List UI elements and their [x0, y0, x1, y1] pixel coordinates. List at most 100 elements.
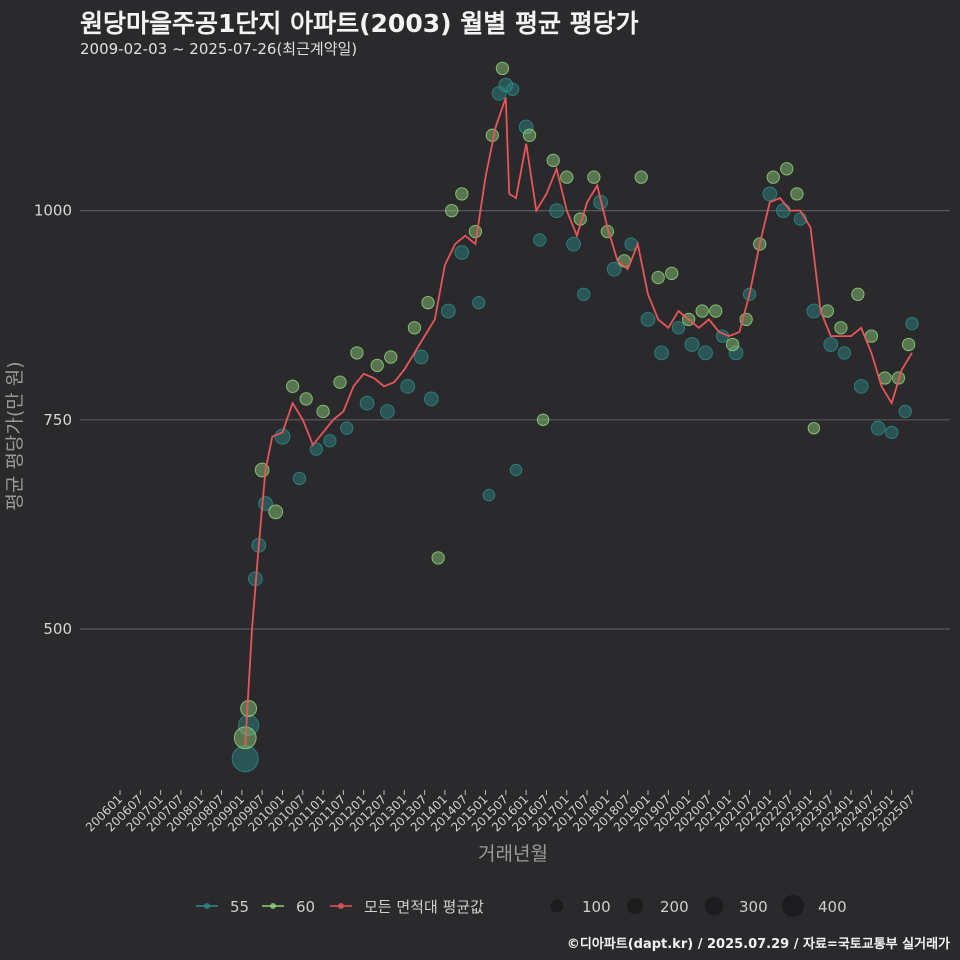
- data-point-55: [505, 82, 520, 96]
- legend-size-circle: [627, 898, 643, 914]
- legend-size-circle: [550, 899, 564, 913]
- data-point-60: [299, 392, 313, 406]
- data-credit: ©디아파트(dapt.kr) / 2025.07.29 / 자료=국토교통부 실…: [566, 937, 950, 952]
- data-point-55: [509, 463, 523, 477]
- data-point-60: [651, 270, 665, 285]
- data-point-55: [309, 442, 323, 456]
- legend-label: 60: [296, 898, 315, 916]
- legend: 55 60 모든 면적대 평균값 100 200 300 400: [196, 895, 847, 917]
- scatter-points: [231, 61, 919, 773]
- data-point-55: [518, 119, 534, 135]
- data-point-60: [431, 551, 445, 565]
- data-point-55: [549, 203, 564, 218]
- y-tick-label: 1000: [34, 202, 72, 220]
- data-point-55: [577, 287, 591, 301]
- data-point-60: [790, 187, 804, 201]
- data-point-60: [240, 700, 258, 718]
- legend-size-circle: [782, 895, 804, 917]
- data-point-60: [350, 346, 364, 360]
- data-point-60: [901, 337, 916, 352]
- data-point-60: [455, 187, 469, 201]
- data-point-55: [440, 303, 456, 319]
- data-point-55: [323, 434, 337, 448]
- data-point-55: [340, 421, 354, 435]
- data-point-60: [495, 61, 510, 76]
- data-point-55: [359, 395, 375, 411]
- data-point-55: [454, 245, 470, 260]
- chart-subtitle: 2009-02-03 ~ 2025-07-26(최근계약일): [80, 40, 358, 58]
- data-point-60: [725, 337, 740, 352]
- legend-dot: [270, 903, 276, 909]
- chart-title: 원당마을주공1단지 아파트(2003) 월별 평균 평당가: [80, 9, 639, 38]
- legend-size-label: 400: [818, 898, 847, 916]
- data-point-55: [776, 203, 791, 218]
- data-point-55: [472, 296, 486, 310]
- data-point-55: [728, 345, 744, 361]
- data-point-55: [640, 312, 656, 327]
- legend-dot: [338, 903, 344, 909]
- data-point-55: [905, 316, 919, 331]
- data-point-55: [684, 337, 700, 352]
- data-point-55: [231, 745, 259, 773]
- data-point-55: [606, 261, 622, 277]
- data-point-60: [536, 413, 550, 427]
- data-point-60: [546, 153, 560, 168]
- data-point-55: [837, 346, 851, 360]
- data-point-55: [566, 236, 581, 252]
- legend-size-label: 100: [582, 898, 611, 916]
- data-point-55: [482, 488, 496, 502]
- data-point-60: [384, 350, 398, 364]
- data-point-55: [885, 425, 899, 440]
- data-point-60: [316, 404, 330, 419]
- data-point-60: [445, 203, 459, 218]
- data-point-55: [823, 337, 839, 352]
- x-axis-title: 거래년월: [478, 843, 548, 865]
- legend-dot: [204, 903, 210, 909]
- data-point-60: [834, 321, 848, 335]
- legend-label: 55: [230, 898, 249, 916]
- legend-label: 모든 면적대 평균값: [364, 898, 484, 916]
- data-point-60: [766, 170, 780, 184]
- y-axis-ticks: 500 750 1000: [34, 202, 72, 638]
- data-point-55: [762, 186, 778, 202]
- series-line-average: [244, 97, 913, 747]
- data-point-55: [806, 303, 822, 319]
- data-point-55: [654, 345, 669, 361]
- legend-size-label: 300: [739, 898, 768, 916]
- data-point-60: [268, 504, 284, 520]
- data-point-55: [292, 471, 307, 486]
- x-axis-ticks: 2006012006072007012007072008012008072009…: [83, 790, 917, 835]
- data-point-60: [807, 421, 821, 435]
- data-point-55: [274, 428, 291, 445]
- data-point-60: [665, 266, 679, 281]
- data-point-60: [407, 321, 422, 335]
- grid-lines: [80, 210, 950, 630]
- data-point-60: [851, 287, 865, 301]
- data-point-55: [413, 349, 429, 365]
- y-tick-label: 500: [43, 620, 72, 638]
- data-point-55: [671, 321, 686, 335]
- data-point-60: [370, 358, 384, 373]
- data-point-60: [560, 170, 574, 184]
- data-point-60: [285, 379, 300, 394]
- y-tick-label: 750: [43, 411, 72, 429]
- data-point-55: [533, 233, 547, 247]
- data-point-55: [400, 378, 416, 394]
- legend-size-circle: [704, 896, 724, 916]
- data-point-60: [333, 375, 347, 389]
- data-point-55: [898, 404, 912, 419]
- data-point-60: [780, 162, 794, 176]
- data-point-60: [695, 304, 709, 318]
- data-point-55: [380, 404, 395, 419]
- data-point-60: [421, 296, 435, 310]
- legend-size-label: 200: [660, 898, 689, 916]
- data-point-55: [853, 378, 869, 394]
- data-point-60: [468, 224, 483, 239]
- data-point-55: [498, 77, 514, 93]
- data-point-60: [709, 304, 723, 318]
- data-point-60: [522, 128, 537, 142]
- y-axis-title: 평균 평당가(만 원): [4, 361, 26, 510]
- data-point-60: [634, 170, 648, 184]
- data-point-55: [870, 420, 886, 436]
